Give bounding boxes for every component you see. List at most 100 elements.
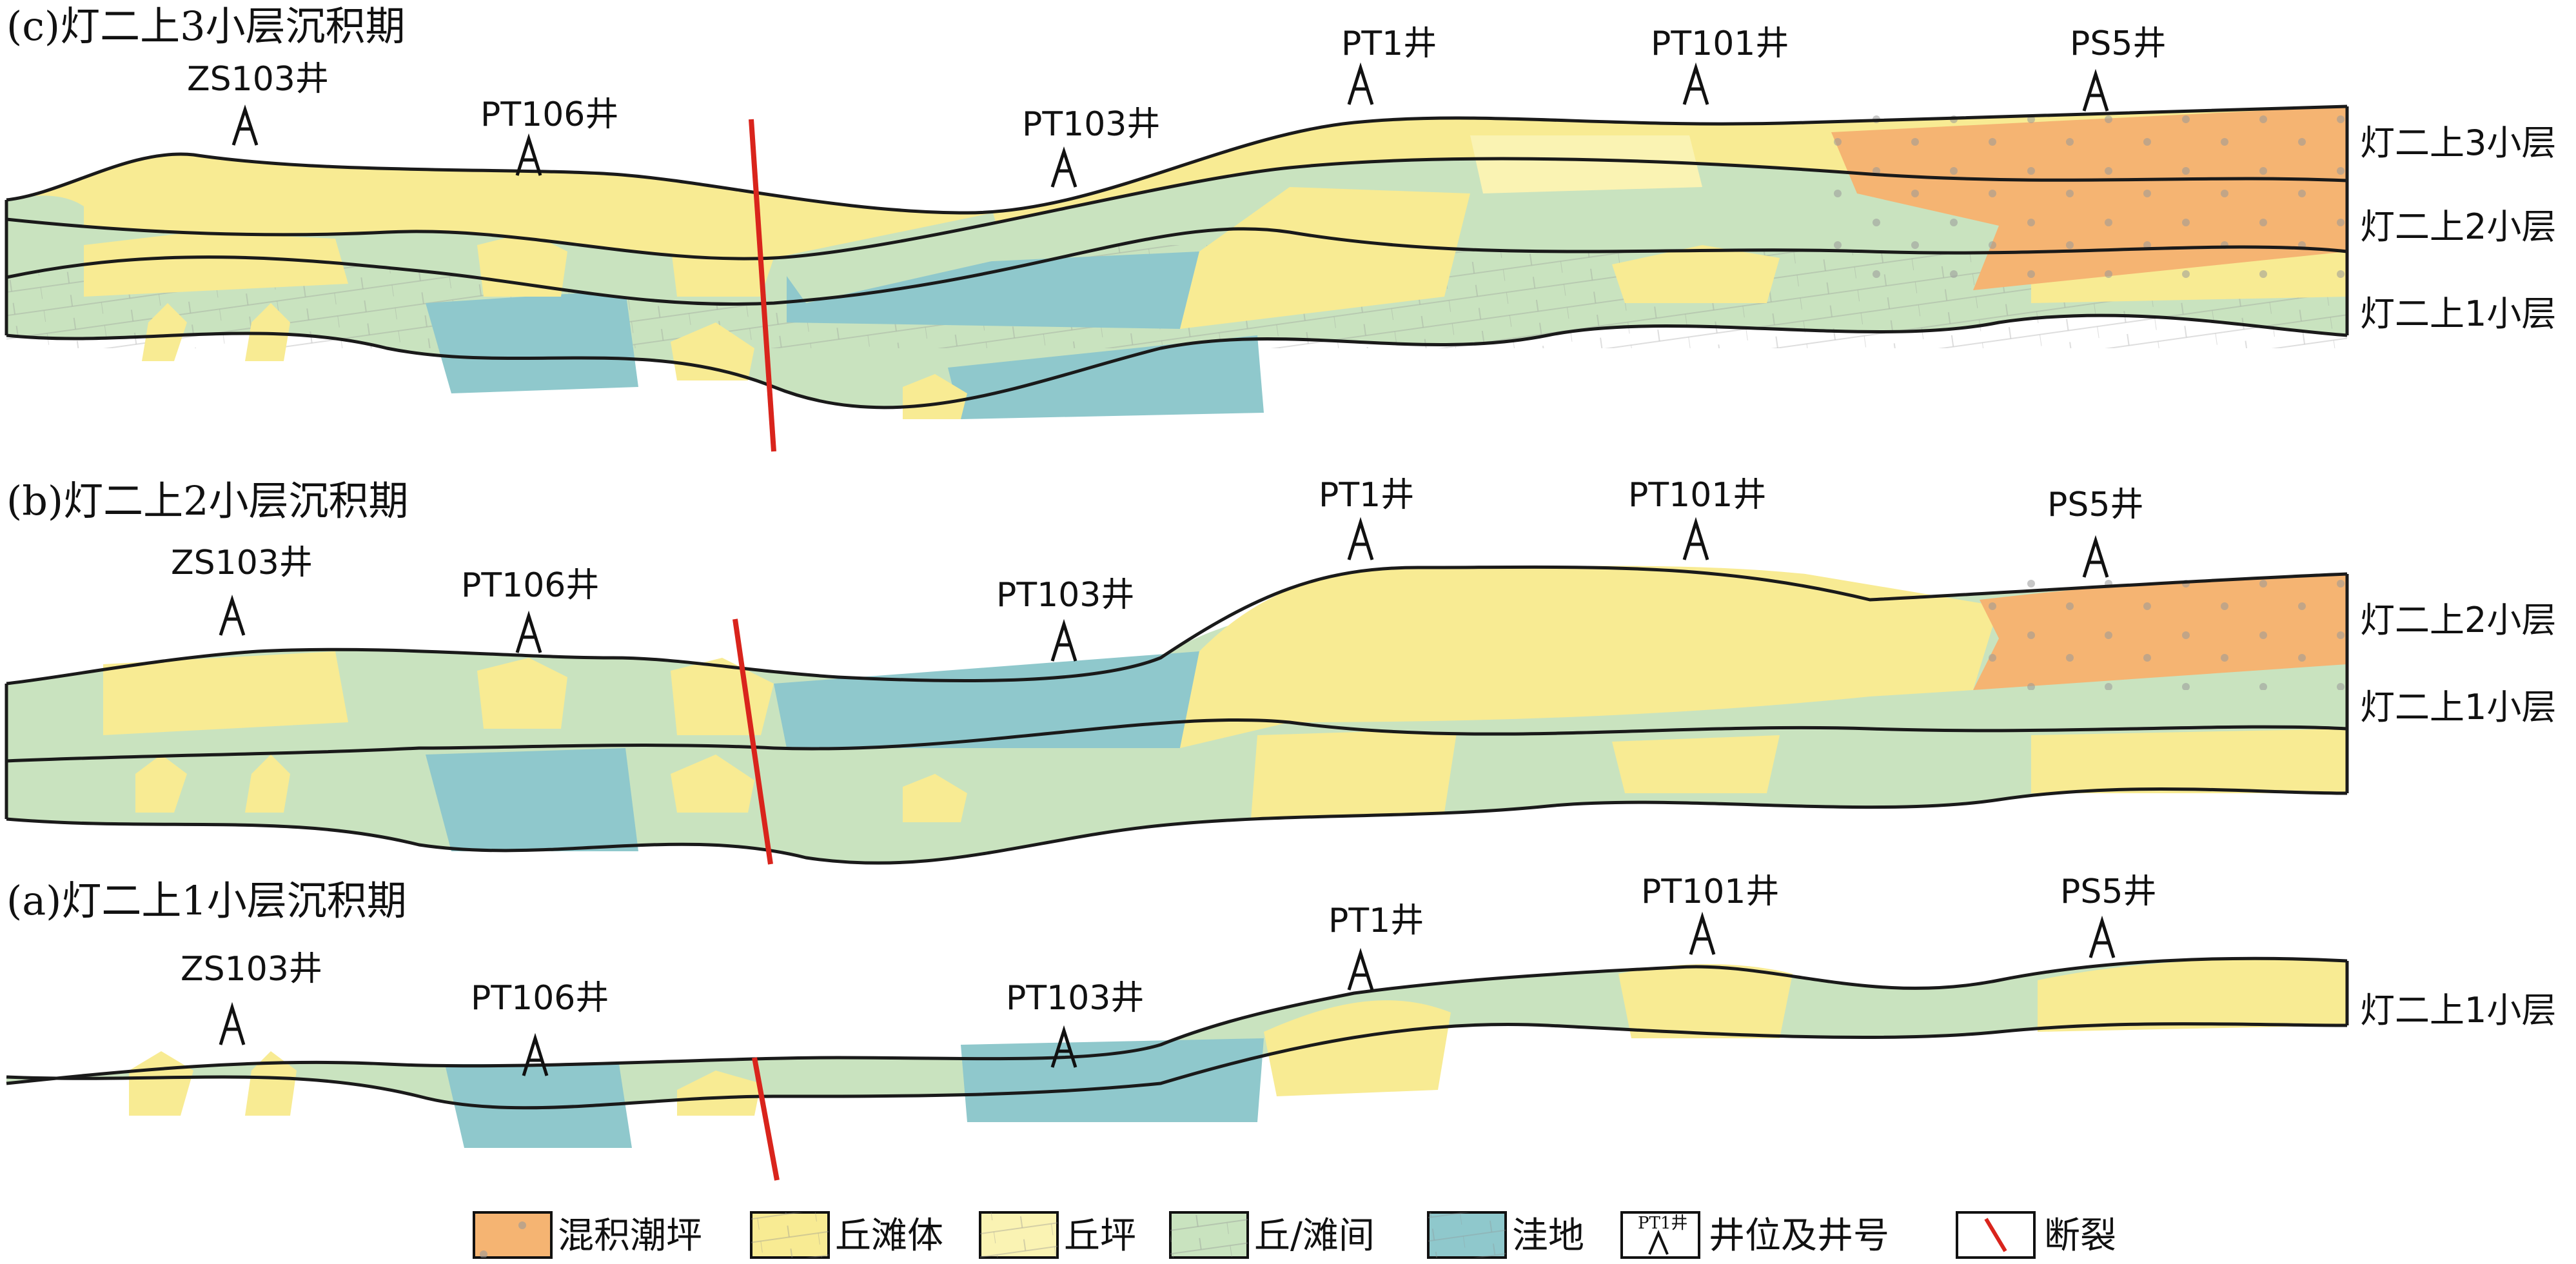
well-icon [1347,62,1374,105]
well-label: PT103井 [1006,979,1144,1018]
panel-b-shoal-l1-d [903,774,967,822]
well-icon [231,104,259,146]
well-label: PT103井 [996,576,1134,615]
panel-c-well-pt106: PT106井 [480,95,618,176]
legend-item-mound-flat: 丘坪 [979,1211,1136,1259]
panel-b-layer-label-2: 灯二上2小层 [2360,600,2556,640]
panel-c-outline-base [6,313,2348,410]
panel-a-outline-base [6,1022,2348,1110]
panel-b-well-pt101: PT101井 [1628,476,1766,560]
panel-c-layer-label-1: 灯二上1小层 [2360,293,2556,334]
legend-item-fault: 断裂 [1956,1211,2116,1259]
panel-c-well-ps5: PS5井 [2070,25,2166,112]
panel-b-outline-l2 [6,718,2348,763]
panel-c-fault [749,119,776,452]
panel-c-interval-l3-b [774,213,1006,303]
well-icon [2082,68,2109,112]
legend-label: 断裂 [2044,1215,2116,1257]
panel-b-depression-1 [426,748,638,851]
legend-label: 丘/滩间 [1254,1215,1375,1257]
panel-c-layer3-body [6,106,2347,259]
panel-c-shoal-l2-a [84,232,348,297]
well-icon [1050,1025,1077,1068]
legend-label: 洼地 [1512,1215,1584,1257]
well-label: PT101井 [1628,476,1766,515]
well-label: PT1井 [1319,476,1414,515]
panel-b-well-pt103: PT103井 [996,576,1134,662]
well-label: PT1井 [1328,902,1424,940]
panel-b-outline-top [6,565,2348,686]
panel-b-well-ps5: PS5井 [2047,486,2143,578]
well-label: PT1井 [1341,25,1437,63]
panel-a-fault [752,1057,780,1181]
panel-b-title: (b)灯二上2小层沉积期 [6,477,409,524]
panel-c-title: (c)灯二上3小层沉积期 [6,3,406,50]
well-label: PS5井 [2047,486,2143,524]
panel-c-shoal-l2-e [1612,245,1780,303]
legend-swatch-pattern [1428,1212,1506,1258]
legend: 混积潮坪 丘滩体 丘坪 丘/滩间 洼地 PT1井 井位及井号 [473,1211,2116,1259]
well-icon [1648,1229,1669,1255]
panel-b-well-pt106: PT106井 [461,566,599,653]
panel-a-shoal-a [129,1051,193,1116]
panel-b-shoal-l2-d [1180,566,1999,748]
legend-label: 混积潮坪 [558,1215,702,1257]
well-icon [1689,911,1716,955]
panel-a: (a)灯二上1小层沉积期 ZS103井 PT106井 PT103井 PT1井 [6,873,2556,1181]
panel-b-shoal-l1-c [671,755,754,813]
panel-a-outline-top [6,956,2348,1085]
well-label: PT106井 [461,566,599,605]
legend-swatch-pattern [980,1212,1057,1258]
panel-c-tidal-flat-dots [1831,106,2347,290]
legend-swatch [1620,1211,1700,1259]
panel-a-well-pt101: PT101井 [1641,873,1779,955]
panel-c-well-pt1: PT1井 [1341,25,1437,105]
panel-c-shoal-l1-a [142,303,187,361]
well-label: PT101井 [1641,873,1779,911]
panel-c-interval-l3-c [1470,135,1702,193]
well-label: ZS103井 [181,950,322,989]
panel-b-well-pt1: PT1井 [1319,476,1414,560]
panel-b: (b)灯二上2小层沉积期 ZS103井 P [5,476,2556,865]
legend-item-well: PT1井 井位及井号 [1620,1211,1889,1259]
panel-c-depression-1 [426,290,638,393]
panel-b-shoal-l2-b [477,658,567,729]
panel-a-depression-2 [961,1038,1264,1122]
panel-c-outline-top [6,104,2348,215]
panel-b-shoal-l1-g [2031,729,2347,793]
panel-c-layer-label-3: 灯二上3小层 [2360,123,2556,163]
panel-c: (c)灯二上3小层沉积期 [5,3,2556,452]
panel-c-well-pt103: PT103井 [1022,105,1160,188]
well-icon [219,1002,246,1045]
well-icon [522,1032,549,1076]
well-icon [1682,517,1709,560]
panel-a-shoal-c [677,1071,761,1116]
panel-a-shoal-d [1264,1000,1451,1096]
legend-item-mixed-tidal-flat: 混积潮坪 [473,1211,702,1259]
panel-a-well-pt106: PT106井 [471,979,609,1076]
well-icon [1347,517,1374,560]
legend-label: 丘滩体 [835,1215,943,1257]
panel-b-layer-label-1: 灯二上1小层 [2360,687,2556,727]
well-label: PS5井 [2070,25,2166,63]
legend-label: 丘坪 [1064,1215,1136,1257]
legend-item-depression: 洼地 [1427,1211,1584,1259]
panel-c-shoal-l1-d [903,374,967,419]
well-label: PS5井 [2060,873,2156,911]
well-label: PT106井 [471,979,609,1018]
panel-a-well-pt1: PT1井 [1328,902,1424,991]
panel-c-well-pt101: PT101井 [1651,25,1789,105]
legend-swatch-dots [474,1212,551,1258]
panel-a-shoal-f [2038,958,2347,1032]
panel-c-layer2-body [6,159,2347,304]
panel-b-shoal-l1-b [245,755,290,813]
panel-c-layer-label-2: 灯二上2小层 [2360,206,2556,247]
well-icon [219,594,246,636]
panel-a-layer-label-1: 灯二上1小层 [2360,990,2556,1031]
panel-c-outline-l2 [6,227,2348,306]
well-icon [1050,146,1077,188]
panel-a-title: (a)灯二上1小层沉积期 [6,877,407,924]
well-label: PT106井 [480,95,618,134]
panel-b-depression-2 [774,651,1199,748]
panel-a-well-pt103: PT103井 [1006,979,1144,1068]
